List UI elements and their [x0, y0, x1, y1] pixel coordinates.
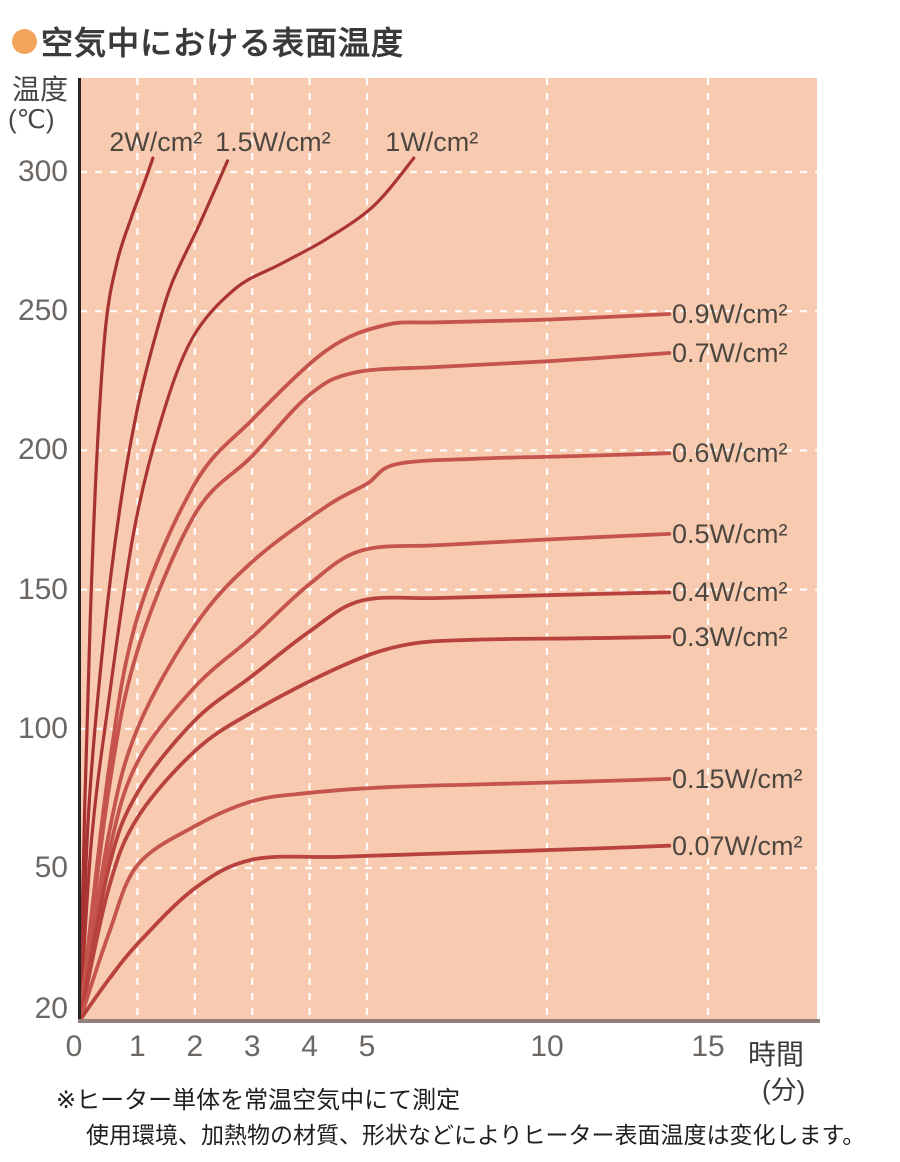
y-tick-label-50: 50	[34, 851, 68, 884]
curve-label-1w-cm2: 1W/cm²	[385, 127, 479, 157]
y-axis-line	[78, 78, 81, 1022]
x-tick-label-0: 0	[65, 1030, 83, 1063]
x-axis-title: 時間	[748, 1039, 805, 1070]
curve-label-0.15w-cm2: 0.15W/cm²	[672, 763, 803, 794]
curve-0.5w-cm2	[80, 532, 672, 1022]
y-tick-label-200: 200	[17, 433, 68, 467]
curve-0.07w-cm2	[80, 843, 672, 1022]
x-tick-label-1: 1	[129, 1030, 146, 1063]
curve-label-0.4w-cm2: 0.4W/cm²	[672, 577, 788, 608]
x-tick-label-10: 10	[530, 1030, 564, 1063]
curve-0.6w-cm2	[80, 451, 672, 1022]
curve-label-0.5w-cm2: 0.5W/cm²	[672, 518, 788, 549]
x-tick-label-5: 5	[358, 1030, 376, 1063]
curve-label-0.7w-cm2: 0.7W/cm²	[672, 337, 788, 368]
y-tick-label-150: 150	[17, 572, 68, 606]
curve-label-0.07w-cm2: 0.07W/cm²	[672, 830, 803, 861]
footnote-measurement: ※ヒーター単体を常温空気中にて測定	[56, 1087, 461, 1114]
x-axis-line	[78, 1019, 820, 1023]
x-tick-label-15: 15	[691, 1030, 725, 1063]
curve-2w-cm2	[80, 156, 155, 1022]
plot-svg	[80, 78, 817, 1022]
title-row: 空気中における表面温度	[12, 18, 404, 64]
curve-0.9w-cm2	[80, 312, 672, 1022]
y-axis-title: 温度	[12, 74, 69, 105]
y-axis-unit: (℃)	[8, 104, 55, 134]
curve-label-0.6w-cm2: 0.6W/cm²	[672, 438, 788, 469]
gridlines	[80, 78, 817, 1022]
title-bullet-icon	[12, 28, 37, 54]
curve-1.5w-cm2	[80, 159, 230, 1022]
curve-label-1.5w-cm2: 1.5W/cm²	[215, 127, 331, 157]
curve-1w-cm2	[80, 156, 416, 1022]
curve-label-0.3w-cm2: 0.3W/cm²	[672, 621, 788, 652]
plot-area	[80, 78, 817, 1022]
curve-0.3w-cm2	[80, 635, 672, 1022]
x-tick-label-3: 3	[243, 1030, 261, 1063]
curve-0.15w-cm2	[80, 777, 672, 1022]
x-axis-unit: (分)	[762, 1075, 806, 1105]
y-tick-label-250: 250	[17, 294, 68, 328]
y-tick-label-20: 20	[34, 992, 68, 1025]
footnote-disclaimer: 使用環境、加熱物の材質、形状などによりヒーター表面温度は変化します。	[86, 1122, 866, 1148]
x-tick-label-2: 2	[186, 1030, 204, 1063]
curve-0.7w-cm2	[80, 351, 672, 1022]
x-tick-label-4: 4	[301, 1030, 318, 1063]
curve-0.4w-cm2	[80, 590, 672, 1022]
curve-label-0.9w-cm2: 0.9W/cm²	[672, 298, 788, 329]
curve-label-2w-cm2: 2W/cm²	[109, 127, 203, 157]
page-title: 空気中における表面温度	[41, 25, 405, 61]
y-tick-label-100: 100	[17, 711, 68, 745]
y-tick-label-300: 300	[17, 155, 68, 188]
